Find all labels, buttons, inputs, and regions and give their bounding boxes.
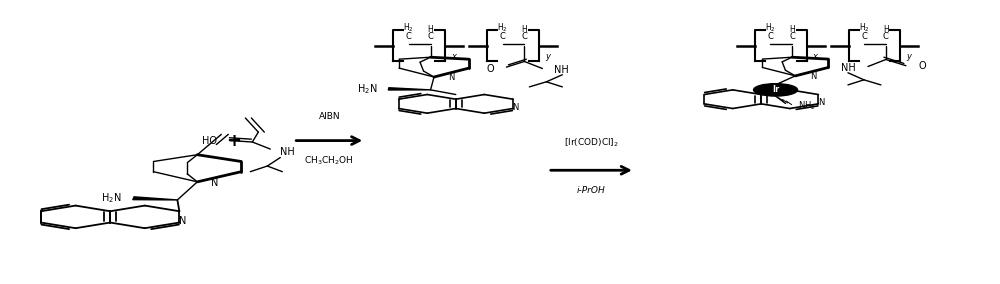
Text: i-PrOH: i-PrOH <box>577 186 606 195</box>
Text: H$_2$: H$_2$ <box>765 22 776 34</box>
Circle shape <box>754 84 798 96</box>
Text: H: H <box>428 25 433 34</box>
Text: x: x <box>451 53 456 61</box>
Text: +: + <box>226 131 241 150</box>
Text: H$_2$: H$_2$ <box>497 22 508 34</box>
Text: N: N <box>512 103 519 112</box>
Text: Ir: Ir <box>772 85 779 94</box>
Text: N: N <box>448 74 454 82</box>
Text: N: N <box>211 178 219 188</box>
Text: C: C <box>521 32 527 41</box>
Polygon shape <box>388 88 431 90</box>
Text: C: C <box>428 32 433 41</box>
Text: x: x <box>813 53 818 61</box>
Text: C: C <box>883 32 889 41</box>
Text: NH: NH <box>280 147 295 157</box>
Text: H: H <box>789 25 795 34</box>
Text: HO: HO <box>202 135 217 146</box>
Text: C: C <box>789 32 795 41</box>
Text: C: C <box>767 32 773 41</box>
Text: NH$_2$: NH$_2$ <box>798 100 815 112</box>
Text: NH: NH <box>554 65 569 75</box>
Text: y: y <box>545 53 550 61</box>
Polygon shape <box>133 197 177 200</box>
Text: H$_2$N: H$_2$N <box>357 82 378 96</box>
Text: NH: NH <box>841 63 856 73</box>
Text: y: y <box>906 53 911 61</box>
Text: H: H <box>883 25 889 34</box>
Text: O: O <box>919 61 926 71</box>
Text: H: H <box>522 25 527 34</box>
Text: C: C <box>500 32 506 41</box>
Text: C: C <box>861 32 867 41</box>
Text: N: N <box>810 72 817 81</box>
Text: N: N <box>818 99 824 107</box>
Text: C: C <box>406 32 412 41</box>
Text: H$_2$: H$_2$ <box>859 22 869 34</box>
Text: N: N <box>179 216 186 226</box>
Text: O: O <box>487 64 494 74</box>
Text: H$_2$: H$_2$ <box>403 22 414 34</box>
Text: [Ir(COD)Cl]$_2$: [Ir(COD)Cl]$_2$ <box>564 137 619 149</box>
Text: AIBN: AIBN <box>318 112 340 121</box>
Text: H$_2$N: H$_2$N <box>101 191 122 205</box>
Text: CH$_3$CH$_2$OH: CH$_3$CH$_2$OH <box>304 155 354 167</box>
